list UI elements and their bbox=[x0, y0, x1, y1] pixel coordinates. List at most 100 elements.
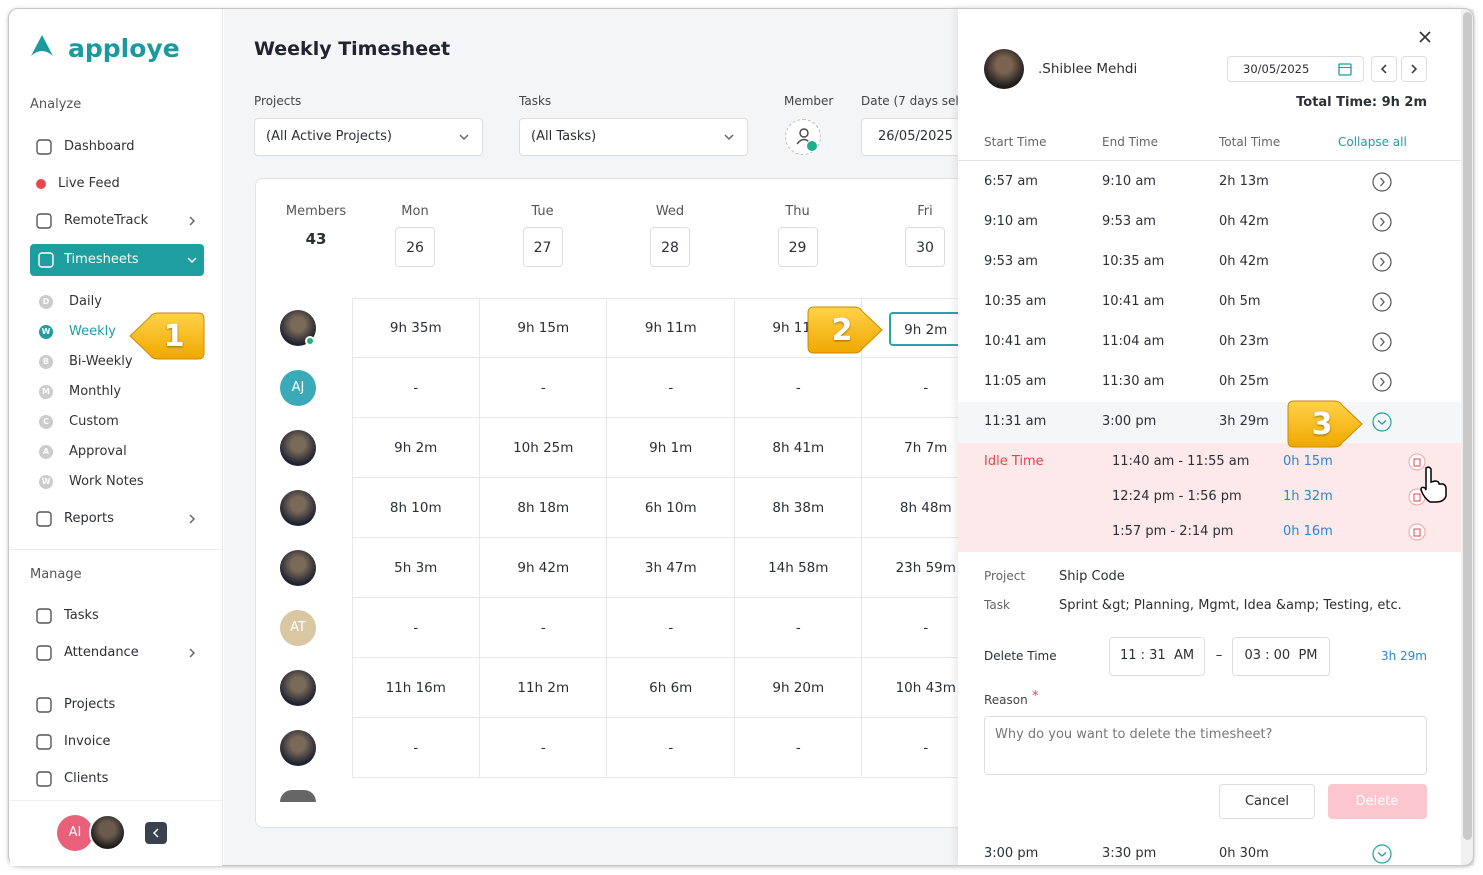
delete-button[interactable] bbox=[1328, 784, 1427, 819]
delete-idle-button bbox=[1408, 523, 1426, 541]
cell-value: 10h 43m bbox=[895, 680, 956, 696]
table-cell[interactable] bbox=[734, 598, 862, 658]
entry-cell: 3h 29m bbox=[1219, 414, 1269, 429]
table-cell[interactable] bbox=[862, 538, 958, 598]
table-cell[interactable] bbox=[352, 478, 480, 538]
table-cell[interactable] bbox=[862, 478, 958, 538]
table-cell[interactable] bbox=[352, 598, 480, 658]
table-cell[interactable] bbox=[352, 418, 480, 478]
entry-cell: 3:00 pm bbox=[984, 846, 1039, 861]
column-header: Start Time bbox=[984, 135, 1047, 149]
cell-value: - bbox=[668, 740, 674, 756]
header-rule bbox=[958, 160, 1461, 161]
table-cell[interactable] bbox=[862, 298, 958, 358]
nav-item-active[interactable] bbox=[30, 244, 204, 276]
table-cell[interactable] bbox=[352, 658, 480, 718]
select[interactable] bbox=[254, 118, 483, 156]
nav-icon-svg bbox=[36, 213, 52, 229]
chevron-icon-svg bbox=[459, 134, 469, 141]
expand-button bbox=[1372, 212, 1392, 232]
sub-nav-item: Weekly bbox=[69, 324, 116, 339]
select[interactable] bbox=[519, 118, 748, 156]
table-cell[interactable] bbox=[607, 598, 735, 658]
nav-icon-svg bbox=[36, 771, 52, 787]
idle-range: 1:57 pm - 2:14 pm bbox=[1112, 524, 1234, 539]
expand-button-svg bbox=[1372, 252, 1392, 272]
cancel-button[interactable] bbox=[1219, 784, 1315, 819]
table-cell[interactable] bbox=[734, 418, 862, 478]
cell-value: 8h 18m bbox=[517, 500, 570, 516]
collapse-all: Collapse all bbox=[1338, 135, 1407, 149]
user-initials: AI bbox=[57, 815, 93, 851]
entry-cell: 6:57 am bbox=[984, 174, 1038, 189]
table-cell[interactable] bbox=[352, 358, 480, 418]
table-cell[interactable] bbox=[862, 718, 958, 778]
table-cell[interactable] bbox=[479, 718, 607, 778]
sub-nav-item: Approval bbox=[69, 444, 127, 459]
sub-badge: W bbox=[39, 325, 53, 339]
entry-cell: 9:10 am bbox=[1102, 174, 1156, 189]
table-cell[interactable] bbox=[479, 358, 607, 418]
cell-value: 8h 41m bbox=[772, 440, 825, 456]
filter-label: Member bbox=[784, 94, 834, 108]
table-cell[interactable] bbox=[479, 418, 607, 478]
table-cell[interactable] bbox=[607, 478, 735, 538]
date-input[interactable] bbox=[861, 118, 958, 156]
table-cell[interactable] bbox=[607, 718, 735, 778]
table-cell[interactable] bbox=[607, 418, 735, 478]
time-value: 03 : 00 PM bbox=[1244, 648, 1318, 663]
table-cell[interactable] bbox=[352, 298, 480, 358]
cell-value: 14h 58m bbox=[768, 560, 829, 576]
logo-mark bbox=[28, 32, 58, 58]
table-cell[interactable] bbox=[607, 658, 735, 718]
sidebar bbox=[10, 9, 223, 866]
cell-value: 5h 3m bbox=[394, 560, 438, 576]
table-cell[interactable] bbox=[607, 358, 735, 418]
collapse-button[interactable] bbox=[145, 822, 167, 844]
table-cell[interactable] bbox=[607, 298, 735, 358]
member-photo bbox=[280, 730, 316, 766]
table-cell[interactable] bbox=[734, 358, 862, 418]
table-cell[interactable] bbox=[734, 658, 862, 718]
placeholder: Why do you want to delete the timesheet? bbox=[995, 727, 1273, 742]
section-title: Manage bbox=[30, 567, 82, 582]
expand-button-svg bbox=[1372, 292, 1392, 312]
delete-idle-button-svg bbox=[1408, 523, 1426, 541]
delete-idle-button-svg bbox=[1408, 453, 1426, 471]
cell-value: 11h 16m bbox=[385, 680, 446, 696]
cell-value: 9h 2m bbox=[394, 440, 438, 456]
chevron-icon bbox=[186, 513, 198, 525]
table-cell[interactable] bbox=[862, 418, 958, 478]
day-label: Fri bbox=[917, 204, 933, 219]
table-cell[interactable] bbox=[862, 598, 958, 658]
table-cell[interactable] bbox=[352, 538, 480, 598]
entry-cell: 10:35 am bbox=[984, 294, 1047, 309]
day-label: Mon bbox=[401, 204, 429, 219]
chevron-icon bbox=[186, 647, 198, 659]
nav-icon bbox=[35, 138, 53, 156]
cell-value: - bbox=[413, 620, 419, 636]
table-cell[interactable] bbox=[479, 478, 607, 538]
table-cell[interactable] bbox=[352, 718, 480, 778]
table-cell[interactable] bbox=[862, 658, 958, 718]
table-cell[interactable] bbox=[607, 538, 735, 598]
table-cell[interactable] bbox=[734, 538, 862, 598]
reason-textarea[interactable] bbox=[984, 716, 1427, 775]
cell-value: - bbox=[413, 740, 419, 756]
table-cell[interactable] bbox=[479, 598, 607, 658]
nav-item: Tasks bbox=[64, 608, 99, 623]
chevron-icon bbox=[723, 131, 735, 143]
table-cell[interactable] bbox=[479, 298, 607, 358]
member-photo bbox=[280, 490, 316, 526]
cell-value: 6h 6m bbox=[649, 680, 693, 696]
table-cell[interactable] bbox=[479, 658, 607, 718]
entry-cell: 0h 42m bbox=[1219, 214, 1269, 229]
table-cell[interactable] bbox=[734, 718, 862, 778]
sub-nav-item: Bi-Weekly bbox=[69, 354, 133, 369]
table-cell[interactable] bbox=[479, 538, 607, 598]
table-cell[interactable] bbox=[734, 478, 862, 538]
table-cell[interactable] bbox=[862, 358, 958, 418]
nav-item: RemoteTrack bbox=[64, 213, 149, 228]
chevron-icon-svg bbox=[152, 828, 159, 838]
nav-item: Timesheets bbox=[64, 252, 139, 267]
